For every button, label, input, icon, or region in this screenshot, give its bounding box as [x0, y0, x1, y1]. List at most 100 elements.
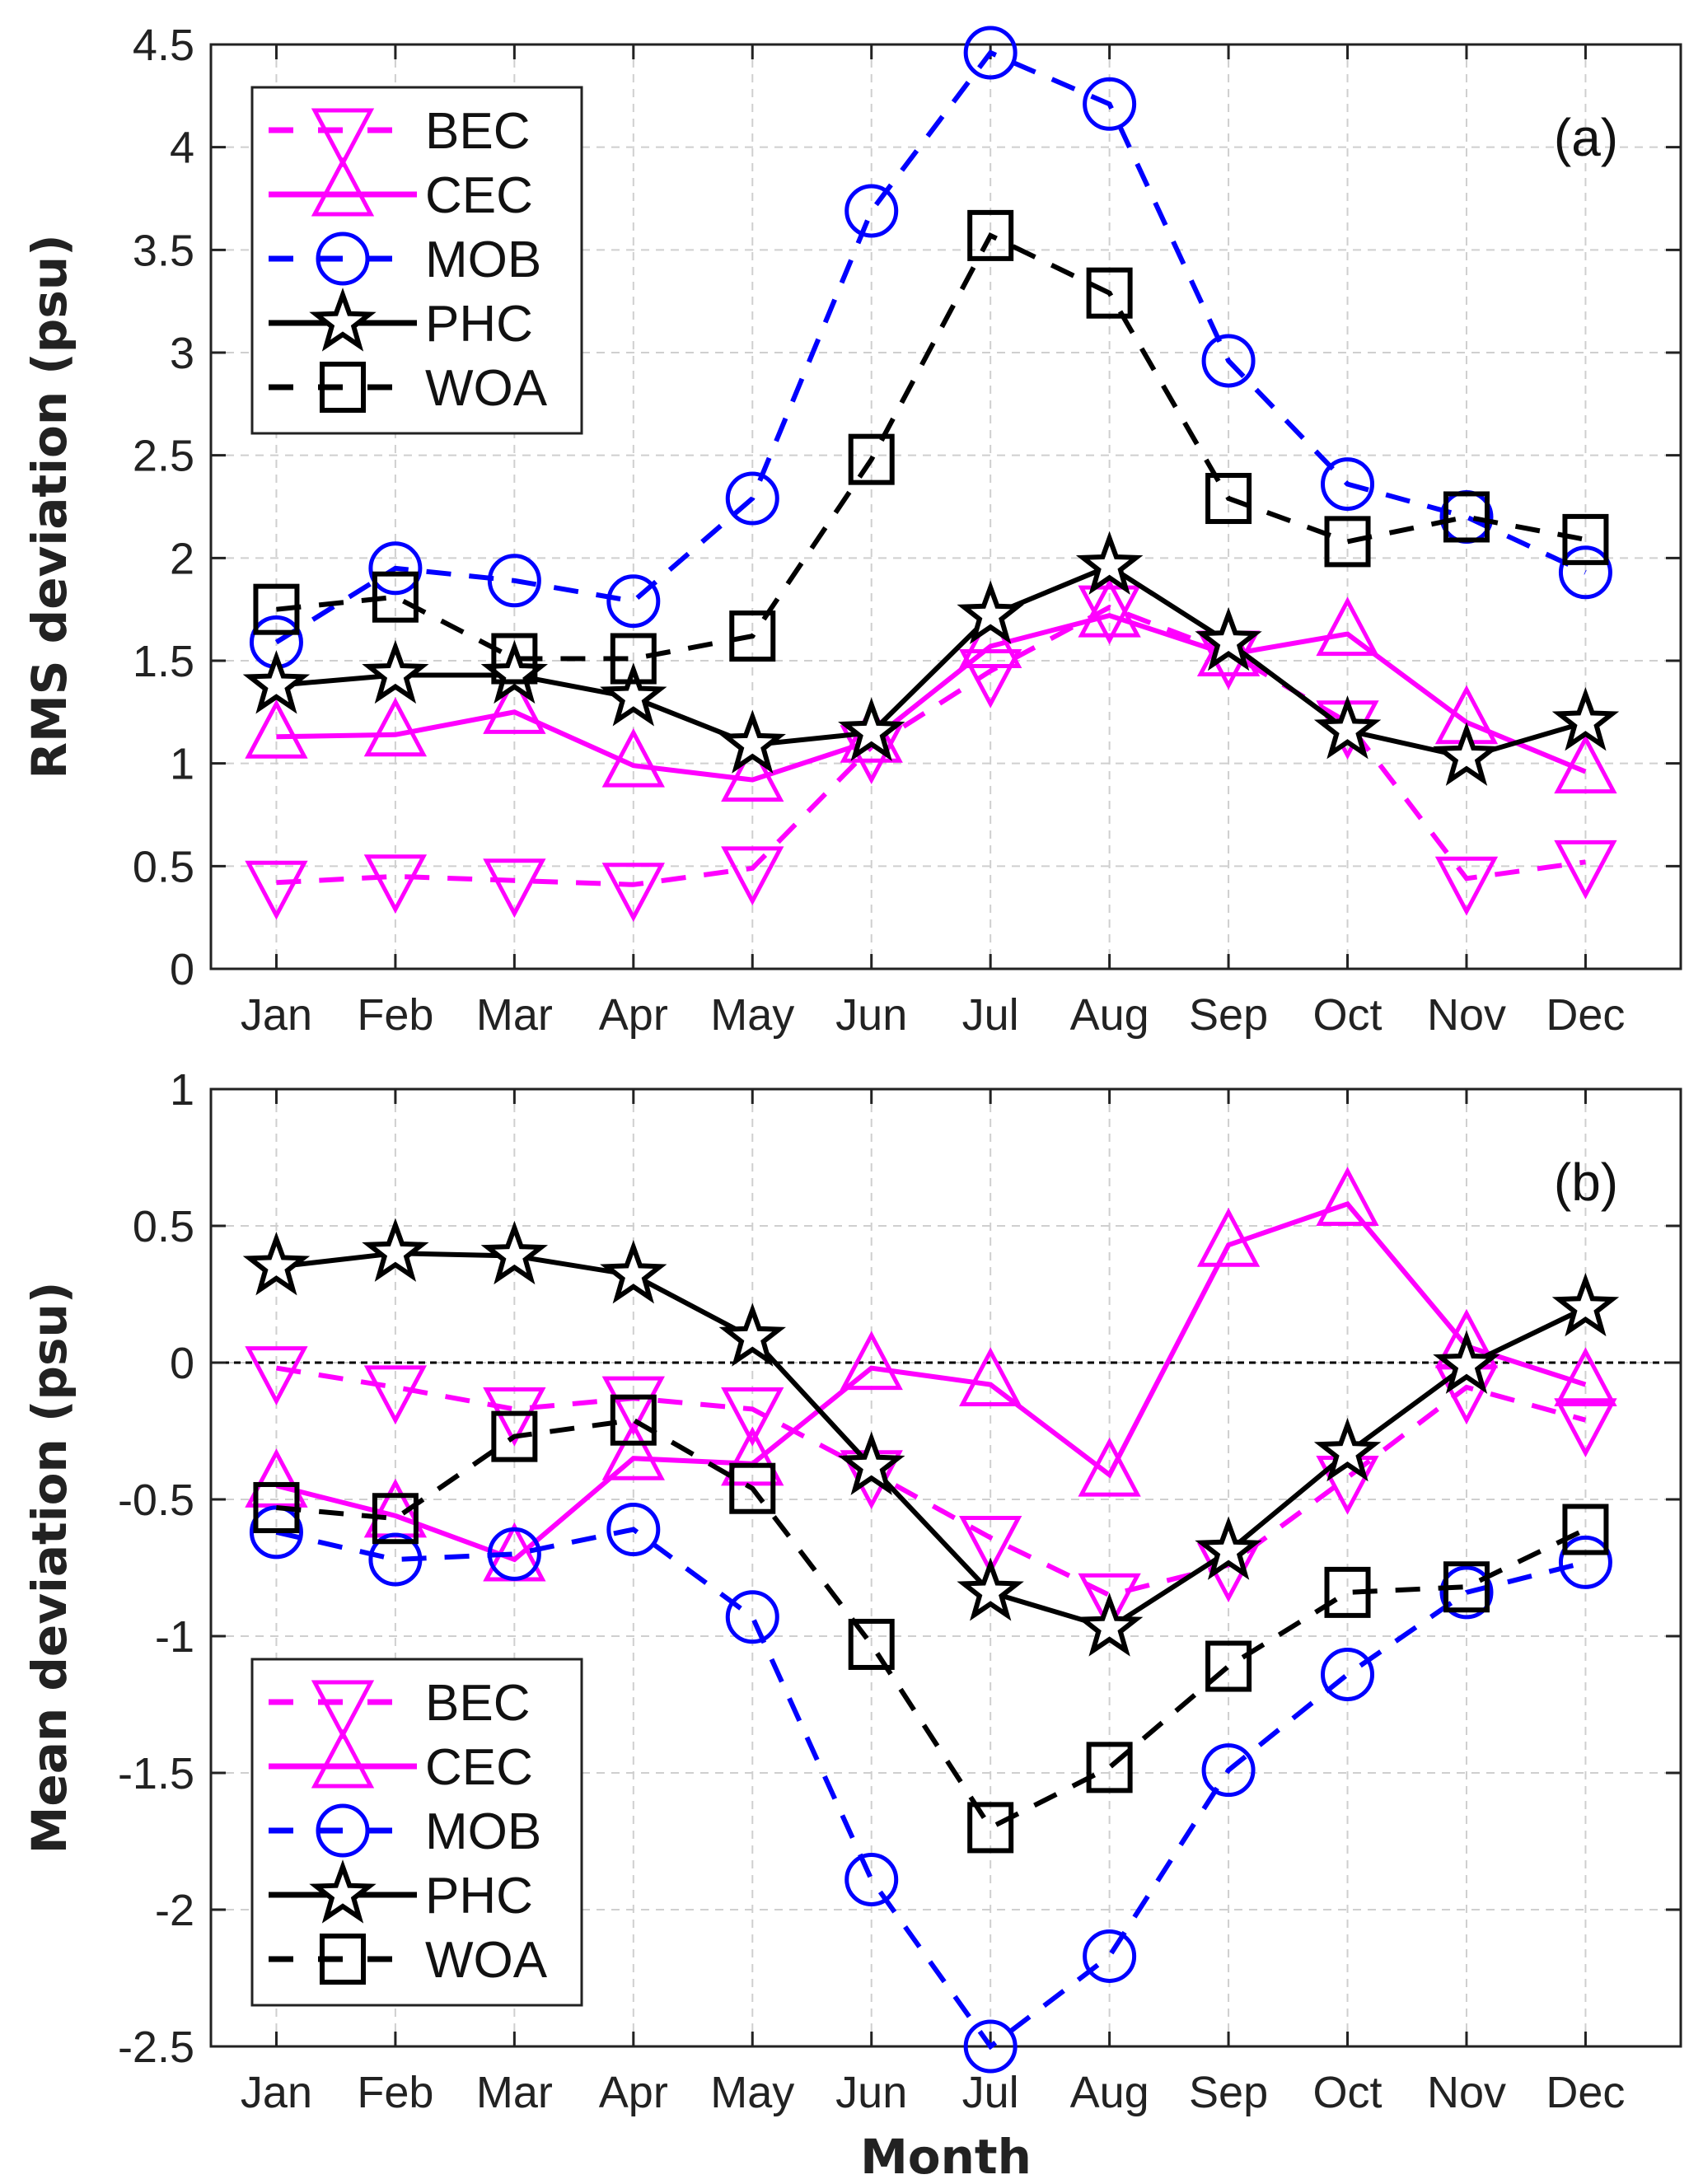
x-tick-label: Feb: [357, 2068, 433, 2117]
data-point-woa: [967, 209, 1014, 261]
legend-label-mob: MOB: [425, 231, 541, 288]
data-point-bec: [483, 858, 546, 919]
data-point-phc: [718, 1302, 786, 1367]
axes-box: [209, 1087, 1682, 2048]
x-tick-label: Mar: [476, 990, 553, 1040]
series-woa: [253, 209, 1609, 685]
legend-marker-phc: [309, 1859, 377, 1924]
data-point-woa: [253, 583, 300, 635]
data-point-woa: [967, 1802, 1014, 1854]
data-point-mob: [368, 541, 423, 596]
series-bec: [245, 585, 1617, 923]
x-tick-label: Aug: [1070, 2068, 1149, 2117]
data-point-bec: [721, 846, 784, 906]
legend-label-bec: BEC: [425, 103, 530, 160]
x-tick-label: Mar: [476, 2068, 553, 2117]
data-point-phc: [1551, 1272, 1620, 1337]
data-point-woa: [1205, 1640, 1252, 1692]
data-point-mob: [487, 1527, 541, 1581]
y-tick-label: 4.5: [133, 21, 194, 70]
data-point-bec: [363, 1365, 428, 1425]
x-tick-label: Jan: [241, 990, 312, 1040]
x-tick-label: Dec: [1546, 2068, 1625, 2117]
data-point-bec: [1434, 856, 1499, 916]
data-point-mob: [606, 574, 661, 629]
legend-label-mob: MOB: [425, 1803, 541, 1860]
data-point-cec: [721, 742, 784, 802]
y-tick-label: -1: [155, 1612, 194, 1662]
data-point-mob: [844, 184, 899, 238]
data-point-bec: [1554, 1398, 1617, 1458]
y-tick-label: 0.5: [133, 1202, 194, 1251]
series-cec: [245, 578, 1617, 802]
series-line-phc: [276, 563, 1587, 760]
data-point-woa: [848, 1618, 895, 1670]
y-tick-label: 4: [170, 124, 194, 173]
data-point-woa: [372, 571, 419, 623]
panel-a: 0 0.5 1 1.5 2 2.5 3 3.5 4 4.5 Jan Feb Mar Apr May Jun Ju…: [21, 21, 1682, 1040]
series-line-cec: [276, 612, 1587, 783]
data-point-woa: [729, 1462, 776, 1514]
data-point-cec: [601, 727, 665, 788]
legend-marker-phc: [309, 288, 377, 352]
data-point-cec: [959, 1347, 1022, 1407]
data-point-woa: [610, 633, 657, 685]
y-tick-label: 3.5: [133, 226, 194, 275]
data-point-cec: [1078, 578, 1141, 638]
y-tick-label: 1: [170, 740, 194, 789]
x-tick-label: Nov: [1427, 990, 1506, 1040]
series-line-mob: [274, 49, 1587, 645]
series-line-phc: [276, 1251, 1587, 1631]
series-line-cec: [275, 1200, 1587, 1563]
x-tick-label: Apr: [599, 2068, 668, 2117]
x-tick-label: Apr: [599, 990, 668, 1040]
data-point-phc: [838, 697, 905, 761]
data-point-phc: [362, 639, 429, 704]
data-point-bec: [1078, 585, 1141, 645]
data-point-phc: [600, 1240, 667, 1304]
data-point-mob: [487, 554, 541, 608]
legend-label-woa: WOA: [425, 360, 548, 417]
y-tick-label: 3: [170, 329, 194, 378]
legend-box: [250, 86, 583, 435]
series-cec: [245, 1167, 1617, 1582]
data-point-cec: [245, 699, 308, 759]
series-mob: [249, 26, 1612, 670]
y-tick-label: -1.5: [118, 1749, 194, 1798]
x-tick-label: Jun: [835, 2068, 907, 2117]
x-tick-label: Jan: [241, 2068, 312, 2117]
x-tick-label: Oct: [1313, 990, 1383, 1040]
data-point-phc: [1313, 695, 1382, 760]
data-point-phc: [242, 1232, 311, 1296]
data-point-cec: [1078, 1437, 1141, 1497]
data-point-woa: [1562, 513, 1609, 565]
y-tick-label: 0: [170, 1339, 194, 1388]
data-point-bec: [721, 1387, 784, 1447]
y-axis-label: Mean deviation (psu): [21, 1282, 77, 1854]
data-point-phc: [600, 662, 667, 727]
legend-label-bec: BEC: [425, 1675, 530, 1732]
data-point-woa: [1324, 1566, 1371, 1618]
data-point-cec: [1554, 1347, 1617, 1407]
data-point-phc: [362, 1218, 429, 1282]
axes-box: [209, 43, 1682, 970]
data-point-cec: [959, 609, 1022, 669]
legend-marker-cec: [311, 1728, 375, 1789]
data-point-cec: [601, 1420, 665, 1480]
data-point-mob: [725, 1590, 779, 1644]
series-line-bec: [276, 604, 1586, 887]
x-tick-label: Jun: [835, 990, 907, 1040]
data-point-mob: [606, 1503, 661, 1557]
data-point-mob: [1321, 1647, 1375, 1701]
data-point-phc: [718, 709, 786, 774]
data-point-phc: [1313, 1417, 1382, 1482]
data-point-mob: [1201, 1743, 1256, 1798]
legend-label-phc: PHC: [425, 296, 533, 353]
data-point-phc: [1075, 1592, 1144, 1657]
y-axis-label: RMS deviation (psu): [21, 234, 77, 779]
x-tick-label: Sep: [1189, 990, 1268, 1040]
series-bec: [245, 1346, 1617, 1633]
legend-marker-cec: [311, 157, 375, 217]
legend-marker-woa: [320, 362, 366, 413]
